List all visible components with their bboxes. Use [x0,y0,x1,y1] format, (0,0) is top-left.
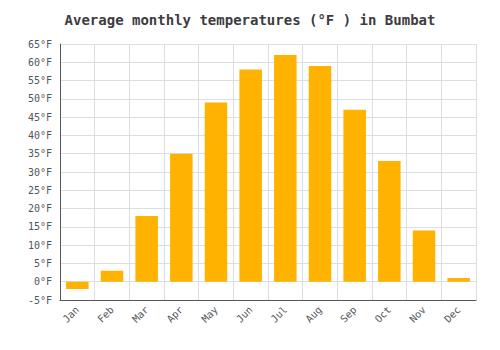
svg-text:Dec: Dec [442,304,463,325]
svg-text:Jan: Jan [61,304,82,325]
svg-text:60°F: 60°F [28,57,52,68]
svg-text:65°F: 65°F [28,39,52,50]
svg-text:May: May [199,304,220,325]
svg-text:50°F: 50°F [28,93,52,104]
svg-text:55°F: 55°F [28,75,52,86]
svg-text:45°F: 45°F [28,112,52,123]
svg-text:Jun: Jun [234,304,255,325]
svg-text:Mar: Mar [130,304,151,325]
svg-text:25°F: 25°F [28,185,52,196]
svg-text:Aug: Aug [303,304,324,325]
svg-text:Nov: Nov [407,304,428,325]
svg-text:40°F: 40°F [28,130,52,141]
svg-text:Oct: Oct [373,304,394,325]
svg-text:10°F: 10°F [28,240,52,251]
svg-text:15°F: 15°F [28,221,52,232]
svg-text:35°F: 35°F [28,148,52,159]
svg-text:5°F: 5°F [34,258,52,269]
svg-text:20°F: 20°F [28,203,52,214]
svg-text:Feb: Feb [95,304,116,325]
svg-text:30°F: 30°F [28,167,52,178]
svg-text:Sep: Sep [338,304,359,325]
svg-text:Average monthly temperatures (: Average monthly temperatures (°F ) in Bu… [65,12,436,28]
svg-text:-5°F: -5°F [28,295,52,306]
svg-text:Jul: Jul [269,304,290,325]
svg-text:0°F: 0°F [34,276,52,287]
svg-text:Apr: Apr [165,304,186,325]
